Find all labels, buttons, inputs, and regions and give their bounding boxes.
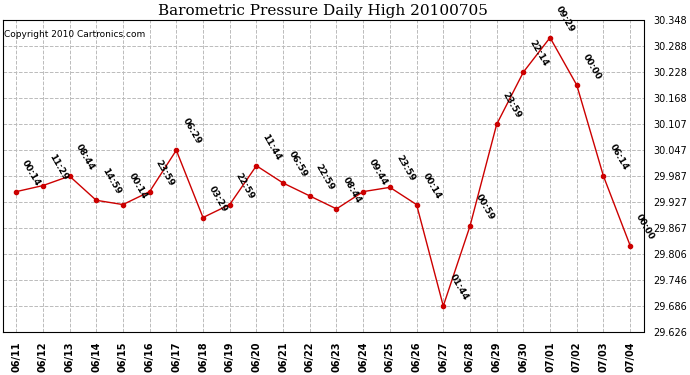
Text: 23:59: 23:59 — [394, 154, 416, 183]
Text: 06:29: 06:29 — [181, 117, 203, 146]
Text: 08:44: 08:44 — [74, 142, 96, 172]
Text: 00:14: 00:14 — [127, 171, 149, 200]
Text: 00:14: 00:14 — [421, 171, 443, 200]
Text: 00:00: 00:00 — [634, 213, 656, 242]
Text: 09:29: 09:29 — [554, 4, 576, 33]
Text: 03:29: 03:29 — [207, 184, 229, 213]
Text: 22:14: 22:14 — [528, 39, 550, 68]
Text: Copyright 2010 Cartronics.com: Copyright 2010 Cartronics.com — [4, 30, 146, 39]
Text: 11:29: 11:29 — [47, 152, 69, 182]
Text: 23:59: 23:59 — [154, 158, 176, 188]
Text: 22:59: 22:59 — [234, 171, 256, 200]
Text: 00:14: 00:14 — [20, 158, 42, 188]
Text: 22:59: 22:59 — [314, 162, 336, 192]
Text: 08:44: 08:44 — [341, 176, 363, 205]
Text: 06:14: 06:14 — [608, 142, 630, 172]
Text: 11:44: 11:44 — [261, 132, 283, 162]
Text: 00:00: 00:00 — [581, 52, 603, 81]
Text: 00:59: 00:59 — [474, 193, 496, 222]
Text: 09:44: 09:44 — [367, 158, 390, 188]
Text: 23:59: 23:59 — [501, 91, 523, 120]
Title: Barometric Pressure Daily High 20100705: Barometric Pressure Daily High 20100705 — [158, 4, 488, 18]
Text: 14:59: 14:59 — [100, 166, 123, 196]
Text: 01:44: 01:44 — [447, 272, 470, 302]
Text: 06:59: 06:59 — [287, 150, 309, 179]
